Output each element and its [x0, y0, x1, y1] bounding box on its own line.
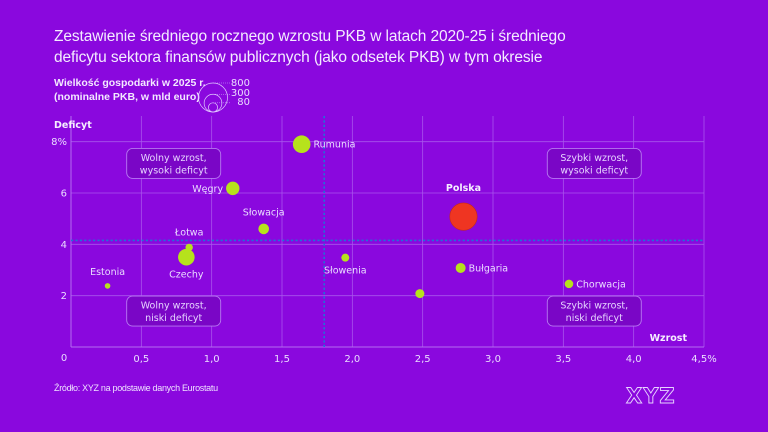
size-legend-title: Wielkość gospodarki w 2025 r. (nominalne…	[54, 76, 206, 104]
quadrant-label-line-1: Szybki wzrost,	[560, 153, 628, 164]
quadrant-box-frame	[126, 295, 222, 327]
bubble-label-estonia: Estonia	[90, 267, 125, 278]
chart-title-line-1: Zestawienie średniego rocznego wzrostu P…	[54, 28, 566, 45]
x-tick-label: 4,0	[626, 354, 642, 365]
bubble-label-słowenia: Słowenia	[324, 266, 367, 277]
quadrant-box-bottom-left: Wolny wzrost,niski deficyt	[126, 295, 222, 327]
x-tick-label: 1,0	[204, 354, 220, 365]
x-tick-label: 0,5	[133, 354, 149, 365]
size-legend-circle	[198, 82, 228, 113]
y-tick-label: 2	[61, 291, 67, 302]
size-legend-title-line-1: Wielkość gospodarki w 2025 r.	[54, 77, 206, 89]
bubble-słowacja	[258, 223, 270, 235]
reference-lines	[71, 116, 704, 347]
x-tick-label: 1,5	[274, 354, 290, 365]
x-tick-label: 3,0	[485, 354, 501, 365]
chart-title-line-2: deficytu sektora finansów publicznych (j…	[54, 49, 543, 66]
quadrant-label-line-2: niski deficyt	[145, 313, 202, 324]
bubble-słowenia	[341, 253, 350, 262]
bubble-rumunia	[292, 135, 311, 154]
bubble-bułgaria	[455, 262, 466, 273]
chart-title: Zestawienie średniego rocznego wzrostu P…	[54, 26, 566, 68]
bubble-estonia	[104, 283, 111, 289]
y-tick-label: 8%	[51, 137, 67, 148]
quadrant-box-frame	[546, 295, 642, 327]
bubbles: Rumunia Węgry Słowacja Łotwa Czechy Estonia Sł…	[90, 135, 626, 299]
source-note: Źródło: XYZ na podstawie danych Eurostat…	[54, 383, 218, 393]
bubble-węgry	[226, 181, 240, 196]
size-legend-circle	[208, 102, 218, 113]
bubble-czechy	[178, 248, 195, 266]
quadrant-label-line-1: Wolny wzrost,	[141, 153, 207, 164]
quadrant-box-bottom-right: Szybki wzrost,niski deficyt	[546, 295, 642, 327]
quadrant-label-line-1: Wolny wzrost,	[141, 301, 207, 312]
bubble-label-słowacja: Słowacja	[243, 208, 285, 219]
x-tick-label: 0	[61, 353, 67, 364]
quadrant-box-frame	[546, 148, 642, 179]
bubble-polska	[449, 202, 478, 231]
quadrant-label-line-2: wysoki deficyt	[140, 165, 208, 176]
bubble-label-czechy: Czechy	[169, 269, 204, 280]
bubble-label-węgry: Węgry	[192, 184, 223, 195]
xyz-logo: XYZ	[626, 384, 676, 409]
quadrant-box-top-right: Szybki wzrost,wysoki deficyt	[546, 148, 642, 179]
quadrant-label-line-1: Szybki wzrost,	[560, 301, 628, 312]
bubble-label-rumunia: Rumunia	[313, 140, 355, 151]
bubble-label-chorwacja: Chorwacja	[576, 279, 626, 290]
bubble-label-łotwa: Łotwa	[174, 228, 203, 239]
size-legend-label: 800	[231, 78, 250, 89]
bubble-chorwacja	[564, 279, 574, 289]
x-tick-label: 4,5%	[691, 354, 716, 365]
quadrant-label-line-2: wysoki deficyt	[560, 165, 628, 176]
x-tick-label: 3,5	[555, 354, 571, 365]
size-legend-label: 80	[237, 97, 250, 108]
y-tick-label: 4	[61, 240, 67, 251]
quadrant-box-frame	[126, 148, 222, 179]
size-legend-title-line-2: (nominalne PKB, w mld euro)	[54, 91, 200, 103]
size-legend-label: 300	[231, 88, 250, 99]
x-axis-title: Wzrost	[650, 333, 688, 344]
bubble-label-bułgaria: Bułgaria	[469, 263, 508, 274]
tick-labels: 0 0,5 1,0 1,5 2,0 2,5 3,0 3,5 4,0 4,5% 2 4 6 8%	[51, 137, 717, 365]
bubble-unlabeled	[415, 289, 425, 299]
y-axis-title: Deficyt	[54, 120, 92, 131]
quadrant-box-top-left: Wolny wzrost,wysoki deficyt	[126, 148, 222, 179]
quadrant-label-line-2: niski deficyt	[566, 313, 623, 324]
y-tick-label: 6	[61, 189, 67, 200]
bubble-label-polska: Polska	[446, 183, 481, 194]
x-tick-label: 2,5	[415, 354, 431, 365]
x-tick-label: 2,0	[344, 354, 360, 365]
logo-text: XYZ	[626, 384, 676, 408]
